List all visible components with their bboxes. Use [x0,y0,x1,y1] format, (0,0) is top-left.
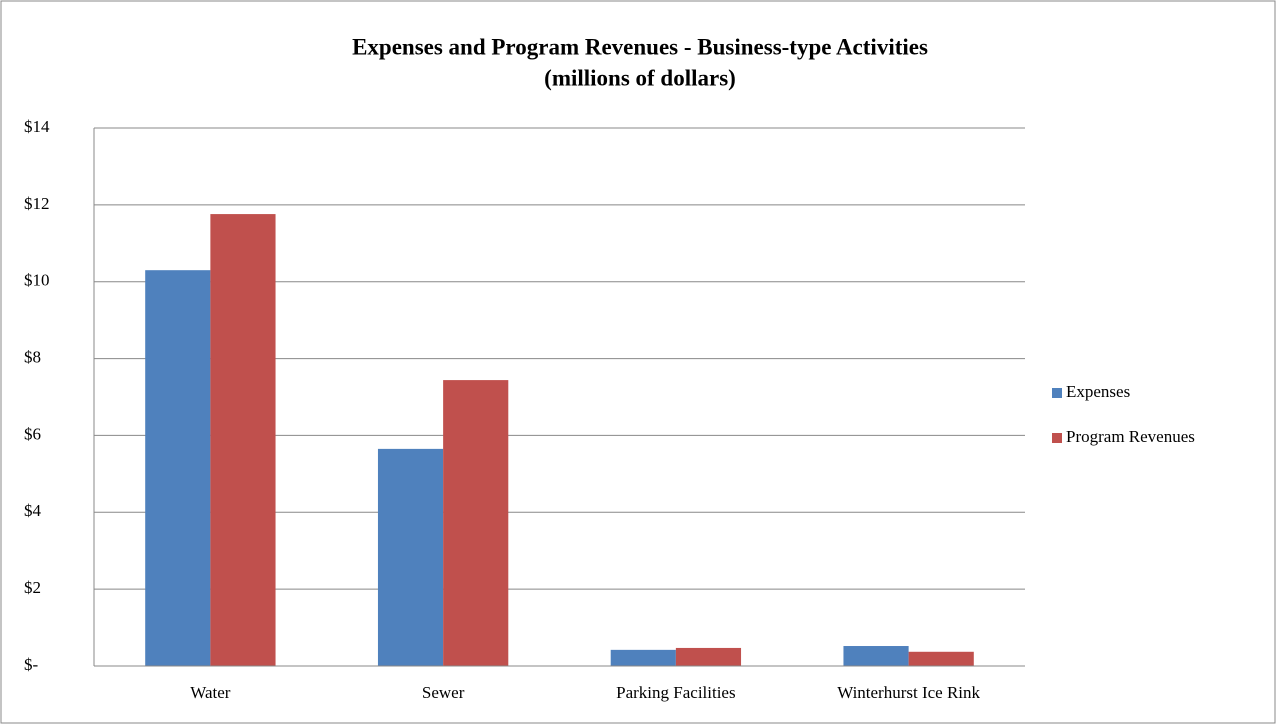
bar [908,651,974,666]
bar [675,647,742,666]
y-tick-label: $4 [24,501,42,520]
chart-title: Expenses and Program Revenues - Business… [352,34,928,59]
x-tick-label: Water [190,683,230,702]
x-tick-label: Winterhurst Ice Rink [837,683,980,702]
legend-label: Expenses [1066,382,1130,401]
y-tick-label: $6 [24,424,41,443]
x-tick-label: Parking Facilities [616,683,735,702]
y-tick-label: $12 [24,194,50,213]
legend-label: Program Revenues [1066,427,1195,446]
bar [377,448,444,666]
chart-subtitle: (millions of dollars) [544,65,736,90]
y-tick-label: $10 [24,271,50,290]
y-tick-label: $8 [24,347,41,366]
y-tick-label: $14 [24,117,50,136]
legend-swatch [1052,433,1062,443]
bar [145,270,211,666]
y-tick-label: $- [24,655,39,674]
bar [443,380,509,666]
bar [843,646,909,666]
bar [610,649,676,666]
legend-swatch [1052,388,1062,398]
x-tick-label: Sewer [422,683,465,702]
y-tick-label: $2 [24,578,41,597]
bar [210,214,276,666]
